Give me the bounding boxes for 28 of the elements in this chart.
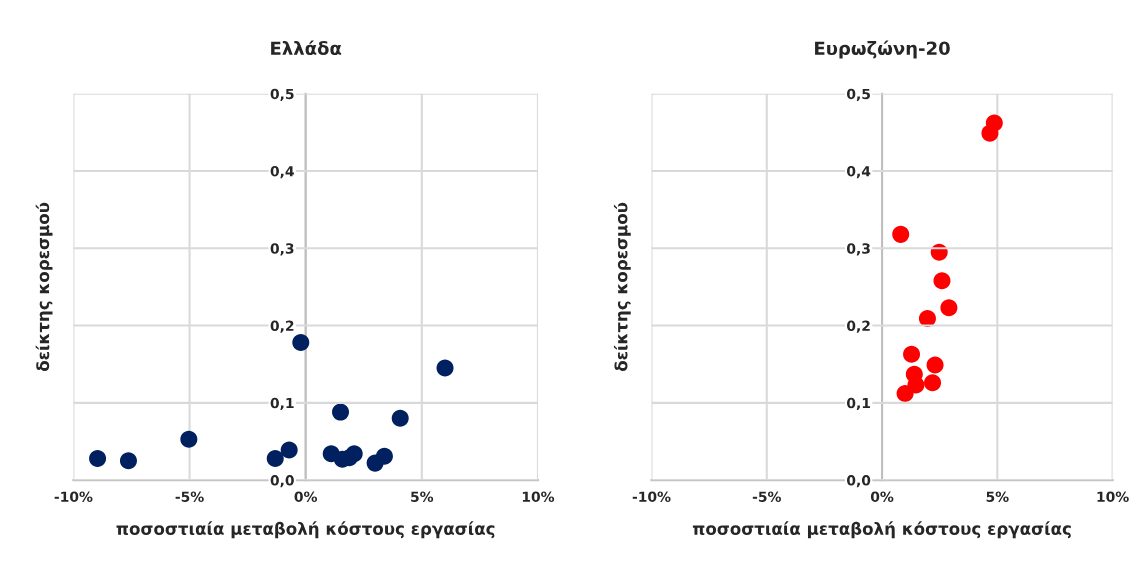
x-tick-label: 0% <box>870 491 894 502</box>
x-tick-label: -10% <box>632 491 671 502</box>
x-tick-label: 10% <box>522 491 555 502</box>
y-tick-label: 0,2 <box>270 320 294 333</box>
y-tick-label: 0,4 <box>846 165 871 179</box>
x-axis-title: ποσοστιαία μεταβολή κόστους εργασίας <box>692 521 1071 539</box>
y-tick-label: 0,1 <box>270 397 294 411</box>
y-axis-title: δείκτης κορεσμού <box>613 202 631 372</box>
y-tick-label: 0,5 <box>270 88 294 101</box>
chart-title: Ευρωζώνη-20 <box>815 40 950 59</box>
y-tick-label: 0,0 <box>270 475 294 488</box>
y-axis-title: δείκτης κορεσμού <box>35 202 53 372</box>
x-tick-label: 10% <box>1097 491 1129 502</box>
y-tick-label: 0,2 <box>846 320 870 333</box>
y-tick-label: 0,0 <box>846 475 871 488</box>
x-tick-label: 5% <box>411 491 434 502</box>
y-tick-label: 0,4 <box>270 165 294 179</box>
x-axis-title: ποσοστιαία μεταβολή κόστους εργασίας <box>116 521 495 539</box>
x-tick-label: -5% <box>752 491 781 502</box>
y-tick-label: 0,5 <box>846 88 870 101</box>
y-tick-label: 0,3 <box>270 243 294 256</box>
x-tick-label: -10% <box>54 491 93 502</box>
x-tick-label: 0% <box>294 491 318 502</box>
x-tick-label: -5% <box>175 491 204 502</box>
y-tick-label: 0,3 <box>846 243 870 256</box>
y-tick-label: 0,1 <box>846 397 870 411</box>
x-tick-label: 5% <box>986 491 1009 502</box>
chart-title: Ελλάδα <box>271 40 342 56</box>
